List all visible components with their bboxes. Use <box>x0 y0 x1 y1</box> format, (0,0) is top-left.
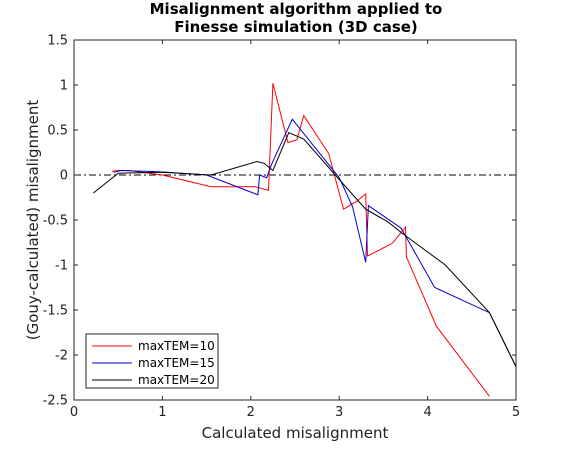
y-tick-label: -2 <box>55 349 68 364</box>
x-tick-label: 3 <box>335 405 343 420</box>
y-tick-label: -1 <box>55 259 68 274</box>
chart-title-line-1: Misalignment algorithm applied to <box>150 0 443 18</box>
chart-title-line-2: Finesse simulation (3D case) <box>174 18 418 36</box>
x-tick-label: 1 <box>158 405 166 420</box>
y-axis-label: (Gouy-calculated) misalignment <box>24 100 42 341</box>
legend-box <box>85 333 219 389</box>
x-tick-label: 4 <box>423 405 431 420</box>
legend: maxTEM=10 maxTEM=15 maxTEM=20 <box>85 333 219 389</box>
y-tick-label: 1 <box>60 79 68 94</box>
y-tick-label: 0.5 <box>47 124 68 139</box>
y-tick-label: 0 <box>60 169 68 184</box>
legend-label-2: maxTEM=15 <box>138 356 215 370</box>
x-axis: 0 1 2 3 4 5 <box>70 40 520 420</box>
series-group <box>93 83 516 397</box>
y-tick-label: -0.5 <box>43 214 68 229</box>
x-tick-label: 0 <box>70 405 78 420</box>
legend-label-1: maxTEM=10 <box>138 339 215 353</box>
y-tick-label: -1.5 <box>43 304 68 319</box>
y-axis: 1.5 1 0.5 0 -0.5 -1 -1.5 -2 -2.5 <box>43 34 516 409</box>
x-tick-label: 2 <box>247 405 255 420</box>
series-line-3 <box>93 132 516 367</box>
x-tick-label: 5 <box>512 405 520 420</box>
y-tick-label: 1.5 <box>47 34 68 49</box>
legend-label-3: maxTEM=20 <box>138 373 215 387</box>
y-tick-label: -2.5 <box>43 394 68 409</box>
x-axis-label: Calculated misalignment <box>202 424 389 442</box>
